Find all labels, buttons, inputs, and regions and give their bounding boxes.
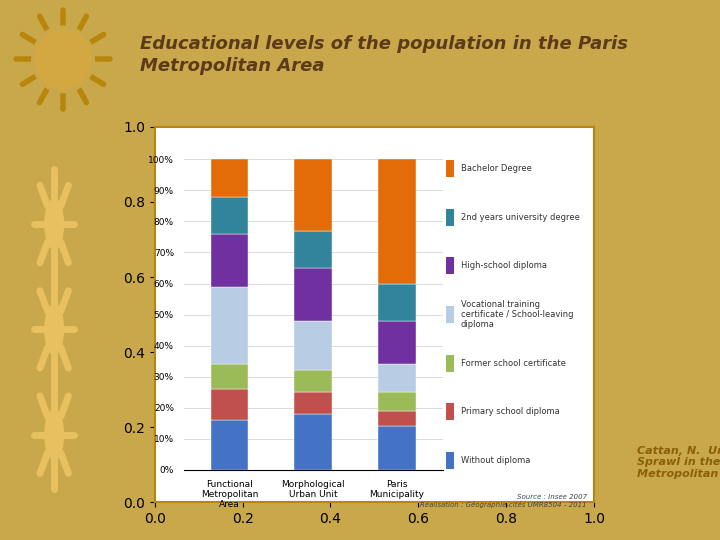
Circle shape bbox=[35, 30, 91, 89]
Bar bbox=[294, 414, 332, 470]
Circle shape bbox=[45, 304, 63, 355]
Bar bbox=[378, 364, 415, 392]
Bar bbox=[211, 389, 248, 420]
Text: Former school certificate: Former school certificate bbox=[461, 359, 565, 368]
Bar bbox=[211, 234, 248, 287]
Bar bbox=[294, 392, 332, 414]
FancyBboxPatch shape bbox=[446, 306, 454, 323]
Bar bbox=[294, 370, 332, 392]
Bar bbox=[378, 321, 415, 364]
Text: Source : Insee 2007
Réalisation : Géographie-cités UMR8504 - 2011: Source : Insee 2007 Réalisation : Géogra… bbox=[420, 494, 587, 508]
Circle shape bbox=[45, 409, 63, 460]
Bar bbox=[378, 159, 415, 284]
Bar bbox=[378, 284, 415, 321]
Text: Educational levels of the population in the Paris: Educational levels of the population in … bbox=[140, 35, 629, 53]
Bar bbox=[294, 268, 332, 321]
Bar bbox=[211, 420, 248, 470]
Circle shape bbox=[45, 199, 63, 249]
Text: Metropolitan Area: Metropolitan Area bbox=[140, 57, 325, 75]
Bar bbox=[211, 287, 248, 364]
FancyBboxPatch shape bbox=[446, 209, 454, 226]
FancyBboxPatch shape bbox=[446, 452, 454, 469]
FancyBboxPatch shape bbox=[446, 160, 454, 177]
Circle shape bbox=[32, 26, 94, 93]
Text: Primary school diploma: Primary school diploma bbox=[461, 407, 559, 416]
Text: 2nd years university degree: 2nd years university degree bbox=[461, 213, 580, 222]
Bar bbox=[378, 392, 415, 411]
Text: Cattan, N.  Urban
Sprawl in the Paris
Metropolitan Area.: Cattan, N. Urban Sprawl in the Paris Met… bbox=[637, 446, 720, 478]
Bar bbox=[211, 197, 248, 234]
FancyBboxPatch shape bbox=[446, 258, 454, 274]
Bar bbox=[378, 411, 415, 427]
FancyBboxPatch shape bbox=[446, 355, 454, 372]
Bar bbox=[211, 159, 248, 197]
Bar bbox=[211, 364, 248, 389]
Bar bbox=[294, 159, 332, 231]
Text: Without diploma: Without diploma bbox=[461, 456, 530, 465]
Text: High-school diploma: High-school diploma bbox=[461, 261, 546, 271]
Bar bbox=[378, 427, 415, 470]
Text: Vocational training
certificate / School-leaving
diploma: Vocational training certificate / School… bbox=[461, 300, 573, 329]
Text: Bachelor Degree: Bachelor Degree bbox=[461, 164, 531, 173]
Bar bbox=[294, 231, 332, 268]
Bar bbox=[294, 321, 332, 370]
FancyBboxPatch shape bbox=[446, 403, 454, 420]
